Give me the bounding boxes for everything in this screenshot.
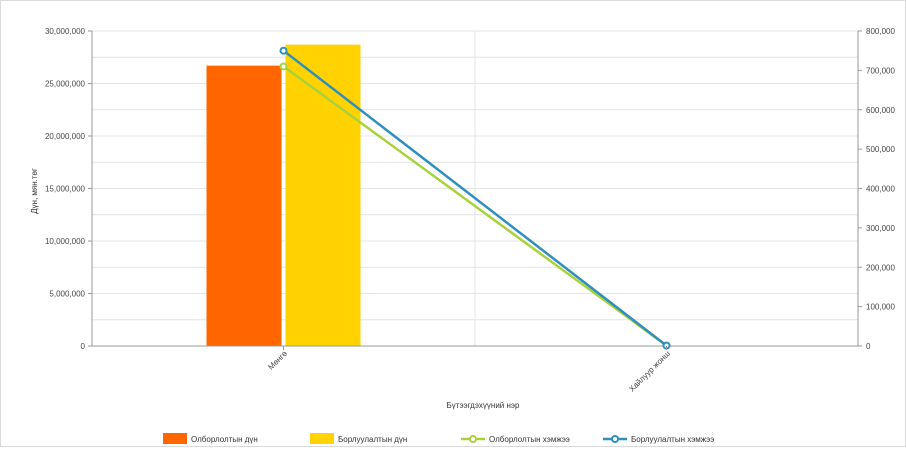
right-axis-ticks: 0 100,000 200,000 300,000 400,000 500,000 600,… (858, 27, 895, 351)
x-tick-label: Мөнгө (266, 349, 289, 372)
legend-item[interactable]: Борлуулалтын дүн (310, 433, 407, 444)
right-tick-label: 400,000 (866, 185, 895, 194)
x-axis-title: Бүтээгдэхүүний нэр (447, 401, 520, 410)
left-tick-label: 10,000,000 (45, 237, 86, 246)
left-tick-label: 0 (81, 342, 86, 351)
bar-production-value[interactable] (206, 65, 282, 347)
right-tick-label: 100,000 (866, 303, 895, 312)
legend-marker (611, 435, 619, 443)
left-tick-label: 5,000,000 (49, 290, 85, 299)
legend-label: Борлуулалтын хэмжээ (631, 435, 714, 444)
right-tick-label: 600,000 (866, 106, 895, 115)
legend-label: Олборлолтын хэмжээ (489, 435, 570, 444)
right-tick-label: 500,000 (866, 145, 895, 154)
line-sales-quantity (282, 49, 668, 347)
legend-item[interactable]: Борлуулалтын хэмжээ (603, 435, 714, 444)
legend-item[interactable]: Олборлолтын хэмжээ (461, 435, 570, 444)
right-tick-label: 0 (866, 342, 871, 351)
right-tick-label: 800,000 (866, 27, 895, 36)
line-point[interactable] (279, 46, 288, 55)
y-axis-title: Дүн, мян.төг (30, 168, 39, 214)
legend-item[interactable]: Олборлолтын дүн (163, 433, 258, 444)
legend: Олборлолтын дүн Борлуулалтын дүн Олборлолт… (163, 433, 714, 444)
bar-series (206, 44, 361, 347)
line-point[interactable] (279, 62, 288, 71)
x-axis-ticks: Мөнгө Хайлуур жонш (266, 346, 672, 394)
right-tick-label: 700,000 (866, 66, 895, 75)
legend-label: Борлуулалтын дүн (338, 435, 407, 444)
line-series (279, 46, 671, 350)
right-tick-label: 200,000 (866, 263, 895, 272)
bar-sales-value[interactable] (285, 44, 361, 347)
left-tick-label: 20,000,000 (45, 132, 86, 141)
legend-marker (469, 435, 477, 443)
left-tick-label: 15,000,000 (45, 185, 86, 194)
legend-swatch (310, 433, 334, 444)
left-tick-label: 30,000,000 (45, 27, 86, 36)
legend-label: Олборлолтын дүн (191, 435, 258, 444)
line-production-quantity (282, 65, 668, 347)
right-tick-label: 300,000 (866, 224, 895, 233)
legend-swatch (163, 433, 187, 444)
left-tick-label: 25,000,000 (45, 80, 86, 89)
left-axis-ticks: 0 5,000,000 10,000,000 15,000,000 20,000,000… (45, 27, 92, 351)
x-tick-label: Хайлуур жонш (627, 349, 672, 394)
